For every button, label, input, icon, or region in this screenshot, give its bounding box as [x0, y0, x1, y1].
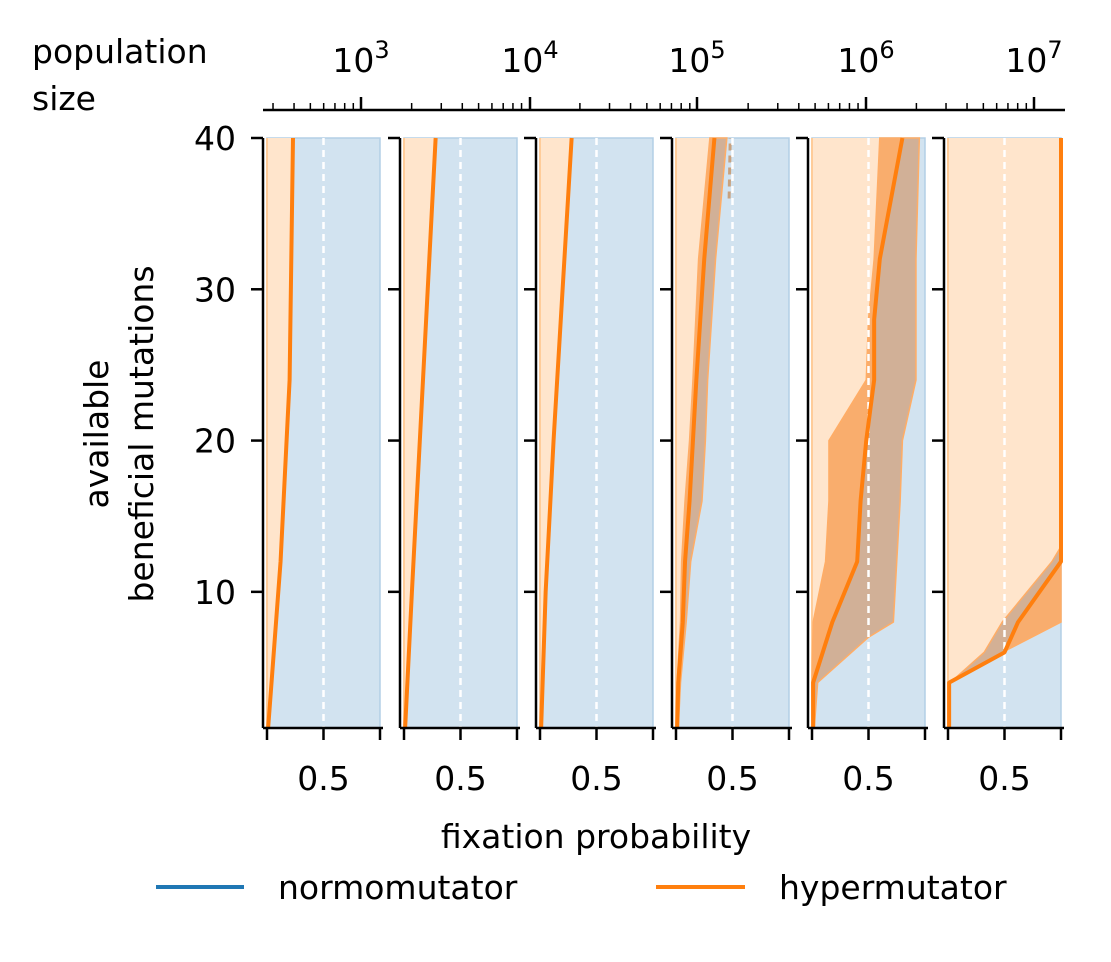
hypermutator-line: [266, 137, 295, 729]
normomutator-dashed-line: [727, 137, 732, 199]
y-tick-label: 10: [194, 573, 236, 612]
y-tick-label: 20: [194, 422, 236, 461]
top-axis: 103 104 105 106 107: [263, 36, 1065, 112]
top-tick-label: 103: [332, 36, 389, 80]
top-tick-label: 105: [668, 36, 725, 80]
x-tick-label: 0.5: [570, 759, 622, 798]
hypermutator-line: [403, 137, 438, 729]
top-tick-label: 104: [501, 36, 558, 80]
hypermutator-area: [540, 138, 572, 728]
top-tick-label: 107: [1005, 36, 1062, 80]
x-tick-label: 0.5: [706, 759, 758, 798]
top-axis-label-line1: population: [32, 32, 208, 71]
hypermutator-lower-band: [812, 138, 903, 728]
panel-1: 0.5: [251, 136, 383, 798]
panel-6: 0.5: [932, 136, 1064, 798]
hypermutator-line: [675, 137, 717, 729]
panel-2: 0.5: [388, 136, 520, 798]
legend-label-hypermutator: hypermutator: [779, 868, 1007, 907]
legend: normomutator hypermutator: [156, 868, 1007, 907]
panel-5: 0.5: [796, 136, 928, 798]
panel-3: 0.5: [524, 136, 656, 798]
panels: 0.5 0.5 0.5 0.5 0.5 0.5: [251, 136, 1064, 798]
hypermutator-area: [267, 138, 293, 728]
y-tick-label: 30: [194, 270, 236, 309]
x-tick-label: 0.5: [297, 759, 349, 798]
left-axis: 10 20 30 40: [194, 119, 236, 612]
hypermutator-line: [947, 138, 1063, 728]
hypermutator-line: [811, 137, 905, 728]
hypermutator-area: [676, 138, 715, 728]
x-tick-label: 0.5: [978, 759, 1030, 798]
legend-label-normomutator: normomutator: [278, 868, 518, 907]
top-axis-label-line2: size: [32, 79, 96, 118]
y-axis-label-line1: available: [77, 360, 116, 509]
y-axis-label-line2: beneficial mutations: [122, 265, 161, 602]
top-tick-label: 106: [837, 36, 894, 80]
panel-4: 0.5: [660, 136, 792, 798]
x-axis-label: fixation probability: [441, 817, 751, 856]
hypermutator-line: [539, 137, 574, 729]
x-tick-label: 0.5: [434, 759, 486, 798]
y-tick-label: 40: [194, 119, 236, 158]
x-tick-label: 0.5: [842, 759, 894, 798]
